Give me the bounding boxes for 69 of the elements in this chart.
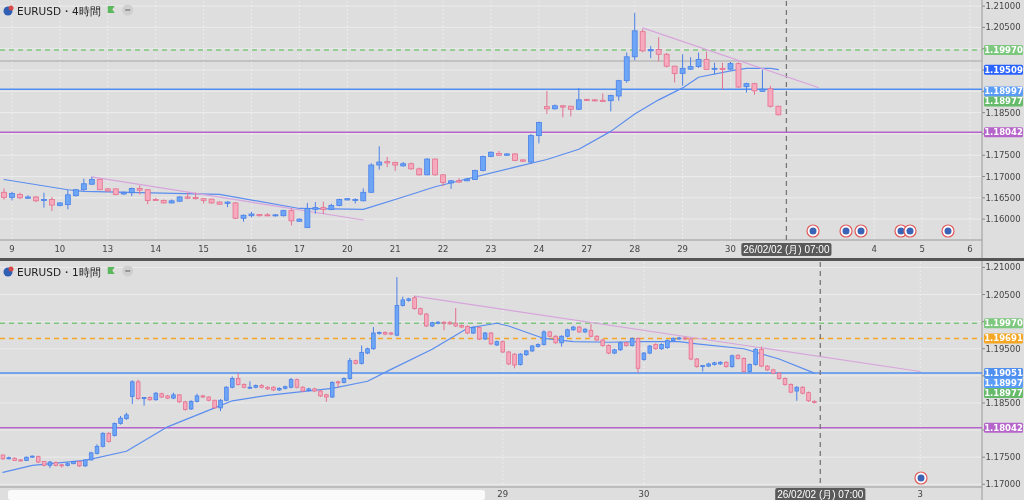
- text: 1.18977: [984, 96, 1023, 107]
- candlestick: [639, 28, 646, 53]
- y-tick-label: 1.20500: [985, 289, 1021, 300]
- x-tick-label: 17: [293, 244, 305, 254]
- x-tick-label: 3: [917, 489, 923, 499]
- candlestick: [135, 379, 141, 401]
- x-tick-label: 5: [919, 244, 925, 254]
- candlestick: [719, 62, 726, 91]
- y-tick-label: 1.17000: [985, 479, 1021, 490]
- candlestick: [147, 395, 153, 402]
- candlestick: [1, 187, 7, 201]
- candlestick: [559, 104, 566, 118]
- y-tick-label: 1.17000: [985, 171, 1021, 182]
- candlestick: [623, 52, 630, 84]
- candlestick: [130, 379, 135, 405]
- y-tick-label: 1.18500: [985, 397, 1021, 408]
- text: 1.18997: [984, 378, 1023, 389]
- x-tick-label: 15: [198, 244, 209, 254]
- y-tick-label: 1.17500: [985, 452, 1021, 463]
- x-tick-label: 9: [9, 244, 15, 254]
- x-tick-label: 6: [967, 244, 973, 254]
- ref-line-label: 1.18042: [984, 422, 1023, 433]
- y-tick-label: 1.18500: [985, 107, 1021, 118]
- y-tick-label: 1.16500: [985, 192, 1021, 203]
- candlestick: [544, 90, 550, 115]
- x-tick-label: 21: [389, 244, 401, 254]
- ref-line-label: 1.19691: [984, 333, 1023, 344]
- x-tick-label: 26/02/02 (月) 07:00: [743, 244, 830, 255]
- y-tick-label: 1.19500: [985, 343, 1021, 354]
- ref-line-label: 1.19970: [984, 44, 1023, 55]
- y-tick-label: 1.20500: [985, 22, 1021, 33]
- x-tick-label: 27: [581, 244, 593, 254]
- candlestick: [735, 61, 742, 89]
- candlestick: [335, 380, 341, 389]
- x-tick-label: 29: [677, 244, 689, 254]
- y-tick-label: 1.17500: [985, 150, 1021, 161]
- candlestick: [64, 189, 71, 210]
- x-tick-label: 29: [497, 489, 509, 499]
- candlestick: [49, 196, 55, 212]
- candlestick: [448, 179, 454, 190]
- x-tick-label: 24: [533, 244, 545, 254]
- y-tick-label: 1.21000: [985, 1, 1021, 12]
- candlestick: [376, 145, 383, 171]
- x-tick-label: 23: [485, 244, 497, 254]
- x-tick-label: 28: [629, 244, 641, 254]
- chart-title: EURUSD・4時間: [17, 5, 101, 17]
- y-tick-label: 1.16000: [985, 214, 1021, 225]
- ref-line-label: 1.18042: [984, 127, 1023, 138]
- text: 1.19509: [984, 64, 1023, 75]
- candlestick: [759, 69, 766, 93]
- x-tick-label: 14: [150, 244, 162, 254]
- x-tick-label: 30: [638, 489, 650, 499]
- candlestick: [655, 36, 662, 62]
- x-tick-label: 26/02/02 (月) 07:00: [777, 489, 864, 500]
- candlestick: [41, 192, 47, 209]
- x-tick-label: 20: [341, 244, 353, 254]
- x-tick-label: 22: [437, 244, 449, 254]
- x-tick-label: 30: [725, 244, 736, 254]
- y-tick-label: 1.21000: [985, 262, 1021, 273]
- x-tick-label: 13: [102, 244, 114, 254]
- chart-title: EURUSD・1時間: [17, 266, 101, 278]
- x-tick-label: 16: [246, 244, 257, 254]
- x-tick-label: 4: [871, 244, 877, 254]
- candlestick: [141, 396, 147, 407]
- ref-line-label: 1.19051: [984, 368, 1023, 379]
- text: 1.18997: [984, 86, 1023, 97]
- text: 1.18977: [984, 388, 1023, 399]
- ref-line-label: 1.19970: [984, 318, 1023, 329]
- x-tick-label: 10: [54, 244, 66, 254]
